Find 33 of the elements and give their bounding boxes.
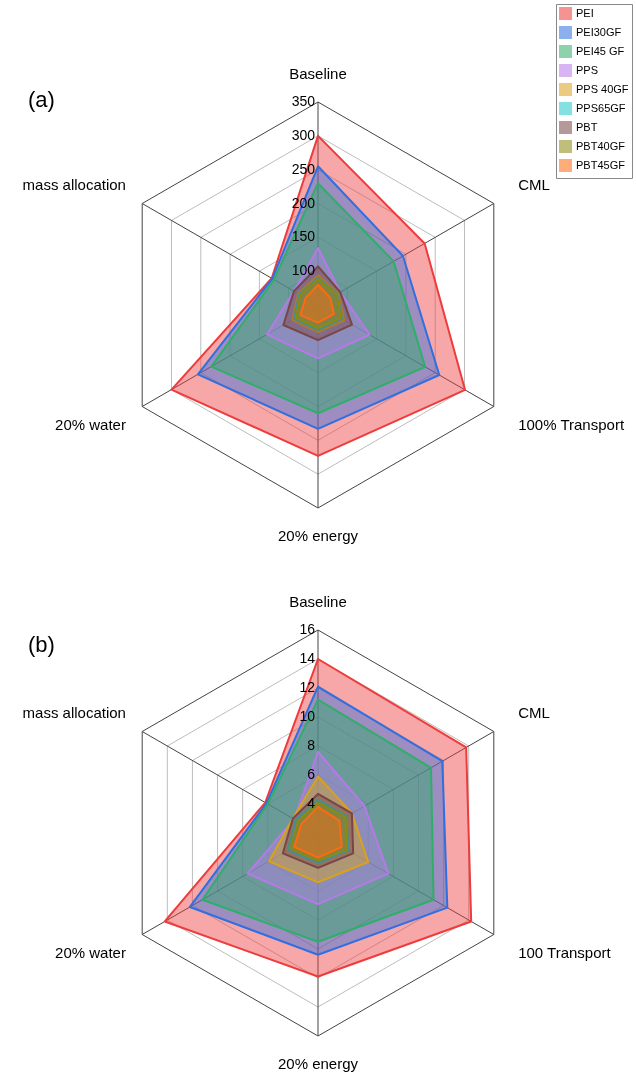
y-tick-label: 300 <box>291 126 316 143</box>
spoke-label: CML <box>518 704 550 722</box>
spoke-label: mass allocation <box>22 176 126 194</box>
y-tick-label: 16 <box>299 621 316 637</box>
spoke-label: Baseline <box>289 592 347 610</box>
y-tick-label: 14 <box>299 650 316 666</box>
y-tick-label: 350 <box>291 93 316 109</box>
spoke-label: 100 Transport <box>518 943 612 961</box>
legend-label: PPS 40GF <box>576 82 629 95</box>
text: (a) <box>28 87 55 112</box>
spoke-label: Baseline <box>289 64 347 82</box>
legend-label: PEI <box>576 6 594 19</box>
spoke-label: 20% water <box>55 415 126 433</box>
y-tick-label: 6 <box>307 766 316 782</box>
spoke-label: 100% Transport <box>518 415 625 433</box>
y-tick-label: 150 <box>291 228 316 245</box>
legend-label: PBT40GF <box>576 139 626 152</box>
legend-label: PEI30GF <box>576 25 622 38</box>
y-tick-label: 8 <box>307 737 316 753</box>
spoke-label: 20% energy <box>277 527 359 545</box>
y-tick-label: 100 <box>291 262 316 279</box>
y-tick-label: 4 <box>307 795 316 811</box>
legend-label: PBT45GF <box>576 158 626 171</box>
legend-label: PPS <box>576 63 599 76</box>
text: (b) <box>28 632 55 657</box>
legend-label: PPS65GF <box>576 101 626 114</box>
legend-label: PEI45 GF <box>576 44 625 57</box>
spoke-label: 20% water <box>55 943 126 961</box>
legend-label: PBT <box>576 120 598 133</box>
spoke-label: mass allocation <box>22 704 126 722</box>
spoke-label: CML <box>518 176 550 194</box>
y-tick-label: 12 <box>299 679 316 695</box>
spoke-label: 20% energy <box>277 1055 359 1073</box>
